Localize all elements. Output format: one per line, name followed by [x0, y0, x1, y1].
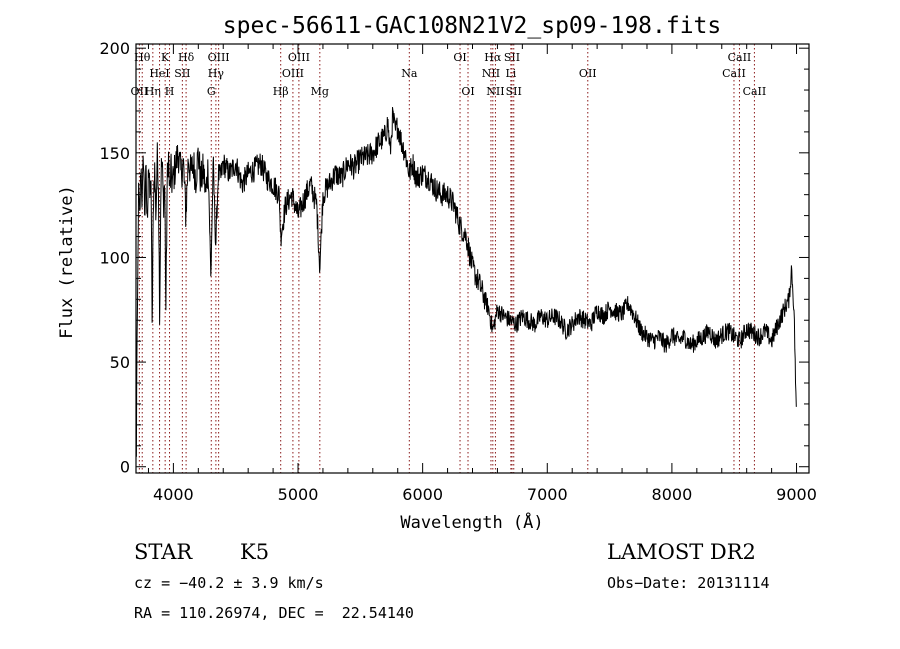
spectrum-line: [135, 107, 797, 457]
marker-label: SII: [174, 67, 190, 80]
marker-label: OIII: [208, 51, 230, 64]
y-axis-label: Flux (relative): [57, 185, 77, 339]
marker-label: SII: [504, 51, 520, 64]
marker-label: K: [161, 51, 170, 64]
marker-label: Hθ: [134, 51, 151, 64]
marker-label: CaII: [722, 67, 746, 80]
marker-label: OII: [131, 85, 149, 98]
y-tick-label: 0: [120, 458, 130, 477]
y-tick-label: 200: [99, 39, 130, 58]
chart-title: spec-56611-GAC108N21V2_sp09-198.fits: [223, 13, 722, 39]
marker-label: Hγ: [208, 67, 225, 80]
marker-label: OIII: [282, 67, 304, 80]
x-tick-label: 6000: [402, 485, 443, 504]
object-subclass: K5: [240, 540, 270, 564]
marker-label: SII: [506, 85, 522, 98]
y-tick-label: 100: [99, 248, 130, 267]
marker-label: NII: [482, 67, 500, 80]
redshift-text: cz = −40.2 ± 3.9 km/s: [134, 574, 324, 592]
x-axis-label: Wavelength (Å): [400, 511, 543, 533]
marker-label: NII: [486, 85, 504, 98]
coordinates-text: RA = 110.26974, DEC = 22.54140: [134, 604, 414, 622]
x-tick-label: 4000: [153, 485, 194, 504]
spectral-line-markers: OII Hθ Hη HeI K H SII Hδ G Hγ OIII Hβ OIII OIII Mg Na OI…: [131, 44, 767, 473]
x-tick-label: 8000: [652, 485, 693, 504]
x-tick-label: 9000: [776, 485, 817, 504]
marker-label: Hα: [484, 51, 502, 64]
marker-label: G: [207, 85, 216, 98]
y-axis: 0 50 100 150 200: [99, 39, 809, 477]
marker-label: Hη: [145, 85, 161, 98]
marker-label: Hδ: [178, 51, 195, 64]
marker-label: OI: [461, 85, 474, 98]
x-axis: 4000 5000 6000 7000 8000 9000: [147, 44, 817, 504]
survey-name: LAMOST DR2: [607, 540, 756, 564]
x-tick-label: 7000: [527, 485, 568, 504]
marker-label: CaII: [728, 51, 752, 64]
marker-label: Li: [505, 67, 516, 80]
marker-label: Na: [401, 67, 418, 80]
x-tick-label: 5000: [278, 485, 319, 504]
marker-label: OII: [579, 67, 597, 80]
object-class: STAR: [134, 540, 193, 564]
marker-label: H: [165, 85, 175, 98]
marker-label: OI: [453, 51, 466, 64]
marker-label: HeI: [149, 67, 169, 80]
spectrum-series: [135, 107, 797, 457]
marker-label: OIII: [288, 51, 310, 64]
marker-label: Hβ: [273, 85, 289, 98]
y-tick-label: 50: [110, 353, 130, 372]
obs-date-text: Obs−Date: 20131114: [607, 574, 770, 592]
y-tick-label: 150: [99, 144, 130, 163]
marker-label: CaII: [743, 85, 767, 98]
marker-label: Mg: [311, 85, 329, 98]
